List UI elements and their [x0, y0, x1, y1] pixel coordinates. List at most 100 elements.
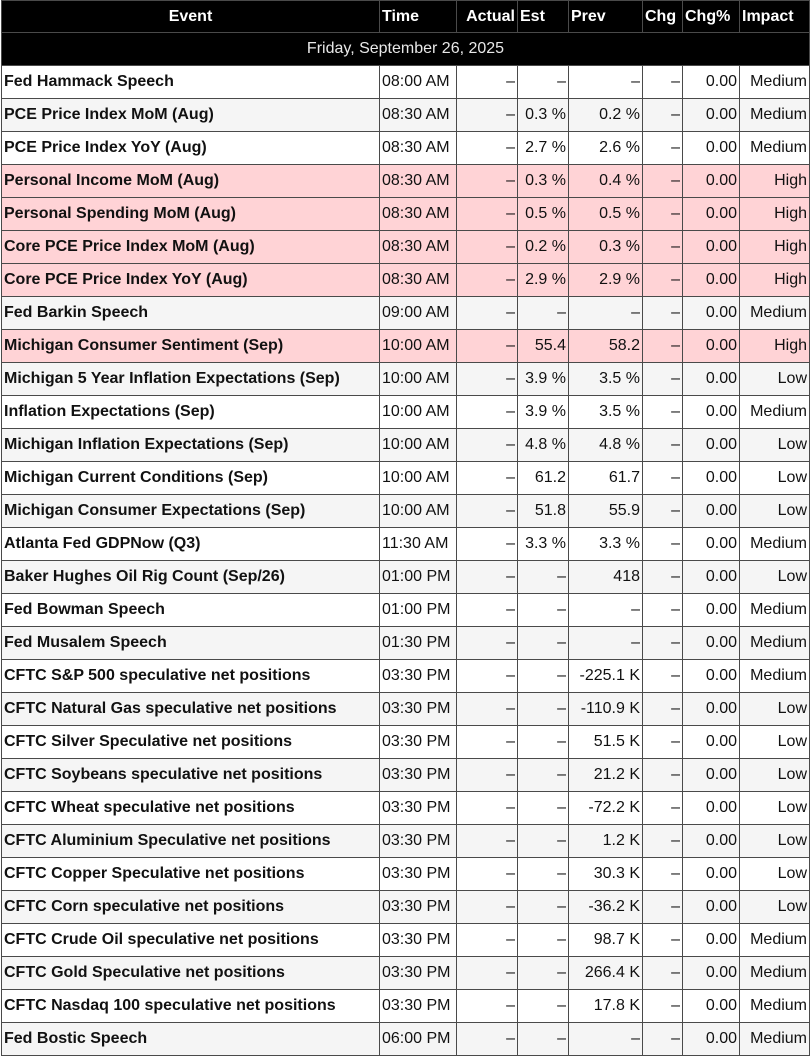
column-header-event[interactable]: Event — [1, 0, 380, 33]
chg-pct-value: 0.00 — [682, 692, 740, 726]
column-header-actual[interactable]: Actual — [456, 0, 518, 33]
event-time: 10:00 AM — [379, 461, 457, 495]
chg-value: – — [642, 1022, 683, 1056]
est-value: 2.9 % — [517, 263, 569, 297]
prev-value: – — [568, 296, 643, 330]
table-row[interactable]: Personal Income MoM (Aug) 08:30 AM –0.3 % 0… — [1, 164, 810, 198]
chg-value: – — [642, 593, 683, 627]
table-row[interactable]: Michigan Current Conditions (Sep) 10:00 A… — [1, 461, 810, 495]
chg-value: – — [642, 956, 683, 990]
impact-label: Low — [739, 494, 810, 528]
chg-pct-value: 0.00 — [682, 1022, 740, 1056]
event-time: 03:30 PM — [379, 890, 457, 924]
prev-value: 0.2 % — [568, 98, 643, 132]
chg-pct-value: 0.00 — [682, 956, 740, 990]
chg-value: – — [642, 923, 683, 957]
actual-value: – — [456, 98, 518, 132]
chg-value: – — [642, 296, 683, 330]
actual-value: – — [456, 626, 518, 660]
event-name: Fed Bowman Speech — [1, 593, 380, 627]
table-row[interactable]: Fed Hammack Speech 08:00 AM – – – –0.00 Medium — [1, 65, 810, 99]
prev-value: 51.5 K — [568, 725, 643, 759]
chg-value: – — [642, 527, 683, 561]
table-row[interactable]: Michigan Consumer Expectations (Sep) 10:0… — [1, 494, 810, 528]
event-time: 10:00 AM — [379, 362, 457, 396]
actual-value: – — [456, 890, 518, 924]
event-name: CFTC S&P 500 speculative net positions — [1, 659, 380, 693]
table-row[interactable]: Personal Spending MoM (Aug) 08:30 AM –0.5 … — [1, 197, 810, 231]
column-header-est[interactable]: Est — [517, 0, 569, 33]
chg-value: – — [642, 725, 683, 759]
table-row[interactable]: Core PCE Price Index MoM (Aug) 08:30 AM –0… — [1, 230, 810, 264]
chg-value: – — [642, 659, 683, 693]
chg-value: – — [642, 494, 683, 528]
table-row[interactable]: Fed Barkin Speech 09:00 AM – – – –0.00 Medium — [1, 296, 810, 330]
actual-value: – — [456, 659, 518, 693]
est-value: 51.8 — [517, 494, 569, 528]
event-name: Core PCE Price Index MoM (Aug) — [1, 230, 380, 264]
table-row[interactable]: PCE Price Index MoM (Aug) 08:30 AM –0.3 % 0… — [1, 98, 810, 132]
table-row[interactable]: CFTC Aluminium Speculative net positions… — [1, 824, 810, 858]
event-name: Michigan Current Conditions (Sep) — [1, 461, 380, 495]
chg-value: – — [642, 989, 683, 1023]
chg-pct-value: 0.00 — [682, 758, 740, 792]
actual-value: – — [456, 428, 518, 462]
event-time: 09:00 AM — [379, 296, 457, 330]
chg-pct-value: 0.00 — [682, 230, 740, 264]
chg-pct-value: 0.00 — [682, 593, 740, 627]
impact-label: Low — [739, 758, 810, 792]
est-value: – — [517, 791, 569, 825]
table-row[interactable]: CFTC Wheat speculative net positions 03:3… — [1, 791, 810, 825]
table-row[interactable]: Core PCE Price Index YoY (Aug) 08:30 AM –2… — [1, 263, 810, 297]
event-time: 01:00 PM — [379, 560, 457, 594]
table-row[interactable]: Atlanta Fed GDPNow (Q3) 11:30 AM –3.3 % 3.3… — [1, 527, 810, 561]
chg-pct-value: 0.00 — [682, 890, 740, 924]
table-row[interactable]: CFTC Nasdaq 100 speculative net position… — [1, 989, 810, 1023]
prev-value: – — [568, 626, 643, 660]
est-value: – — [517, 989, 569, 1023]
table-row[interactable]: Michigan 5 Year Inflation Expectations (… — [1, 362, 810, 396]
table-row[interactable]: Michigan Consumer Sentiment (Sep) 10:00 A… — [1, 329, 810, 363]
column-header-prev[interactable]: Prev — [568, 0, 643, 33]
chg-pct-value: 0.00 — [682, 197, 740, 231]
chg-pct-value: 0.00 — [682, 461, 740, 495]
actual-value: – — [456, 923, 518, 957]
event-name: CFTC Aluminium Speculative net positions — [1, 824, 380, 858]
chg-value: – — [642, 626, 683, 660]
actual-value: – — [456, 593, 518, 627]
table-row[interactable]: CFTC Corn speculative net positions 03:30… — [1, 890, 810, 924]
impact-label: Medium — [739, 626, 810, 660]
est-value: – — [517, 626, 569, 660]
est-value: – — [517, 890, 569, 924]
table-row[interactable]: Fed Musalem Speech 01:30 PM – – – –0.00 Medium — [1, 626, 810, 660]
impact-label: Low — [739, 461, 810, 495]
prev-value: -225.1 K — [568, 659, 643, 693]
prev-value: 3.5 % — [568, 395, 643, 429]
table-row[interactable]: Inflation Expectations (Sep) 10:00 AM –3.9… — [1, 395, 810, 429]
impact-label: Medium — [739, 296, 810, 330]
event-time: 10:00 AM — [379, 428, 457, 462]
table-row[interactable]: CFTC Copper Speculative net positions 03:… — [1, 857, 810, 891]
table-row[interactable]: Baker Hughes Oil Rig Count (Sep/26) 01:00… — [1, 560, 810, 594]
event-name: Michigan Consumer Sentiment (Sep) — [1, 329, 380, 363]
chg-value: – — [642, 857, 683, 891]
column-header-impact[interactable]: Impact — [739, 0, 810, 33]
table-row[interactable]: CFTC S&P 500 speculative net positions 03… — [1, 659, 810, 693]
table-row[interactable]: CFTC Soybeans speculative net positions 0… — [1, 758, 810, 792]
table-row[interactable]: CFTC Gold Speculative net positions 03:30… — [1, 956, 810, 990]
est-value: 2.7 % — [517, 131, 569, 165]
table-row[interactable]: CFTC Natural Gas speculative net positio… — [1, 692, 810, 726]
est-value: – — [517, 1022, 569, 1056]
column-header-chg[interactable]: Chg — [642, 0, 683, 33]
event-time: 08:30 AM — [379, 131, 457, 165]
table-row[interactable]: CFTC Crude Oil speculative net positions… — [1, 923, 810, 957]
table-row[interactable]: Michigan Inflation Expectations (Sep) 10:… — [1, 428, 810, 462]
table-row[interactable]: Fed Bowman Speech 01:00 PM – – – –0.00 Medium — [1, 593, 810, 627]
table-row[interactable]: CFTC Silver Speculative net positions 03:… — [1, 725, 810, 759]
chg-pct-value: 0.00 — [682, 626, 740, 660]
table-row[interactable]: Fed Bostic Speech 06:00 PM – – – –0.00 Medium — [1, 1022, 810, 1056]
table-row[interactable]: PCE Price Index YoY (Aug) 08:30 AM –2.7 % 2… — [1, 131, 810, 165]
est-value: 0.3 % — [517, 164, 569, 198]
column-header-time[interactable]: Time — [379, 0, 457, 33]
column-header-chg-pct[interactable]: Chg% — [682, 0, 740, 33]
